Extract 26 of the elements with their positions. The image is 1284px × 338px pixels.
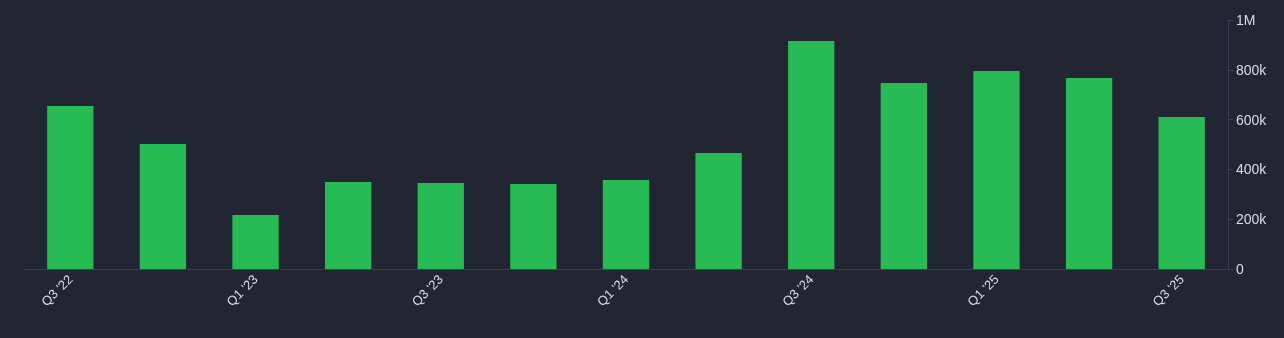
bar: [1158, 117, 1205, 269]
y-tick-label: 600k: [1236, 111, 1268, 128]
bar: [880, 83, 927, 269]
x-tick-label: Q3 '23: [408, 271, 447, 310]
y-tick-label: 800k: [1236, 61, 1268, 78]
bar: [973, 71, 1020, 269]
x-tick-label: Q3 '22: [38, 271, 76, 310]
bar: [1065, 78, 1113, 269]
y-tick-label: 200k: [1236, 211, 1268, 228]
bar: [325, 182, 372, 269]
y-tick-label: 400k: [1236, 161, 1268, 178]
x-tick-label: Q1 '24: [593, 271, 632, 310]
bar: [602, 180, 650, 269]
bar: [139, 144, 187, 269]
y-tick-label: 0: [1236, 261, 1244, 277]
bar: [232, 214, 279, 269]
bar: [47, 105, 94, 269]
bar: [695, 152, 742, 269]
x-tick-label: Q1 '25: [964, 271, 1002, 310]
y-tick-label: 1M: [1236, 12, 1256, 28]
bar: [788, 40, 835, 269]
bar: [510, 184, 557, 269]
x-tick-label: Q1 '23: [223, 271, 261, 310]
x-tick-label: Q3 '25: [1149, 271, 1187, 310]
x-tick-label: Q3 '24: [779, 271, 817, 310]
bar: [417, 183, 464, 269]
